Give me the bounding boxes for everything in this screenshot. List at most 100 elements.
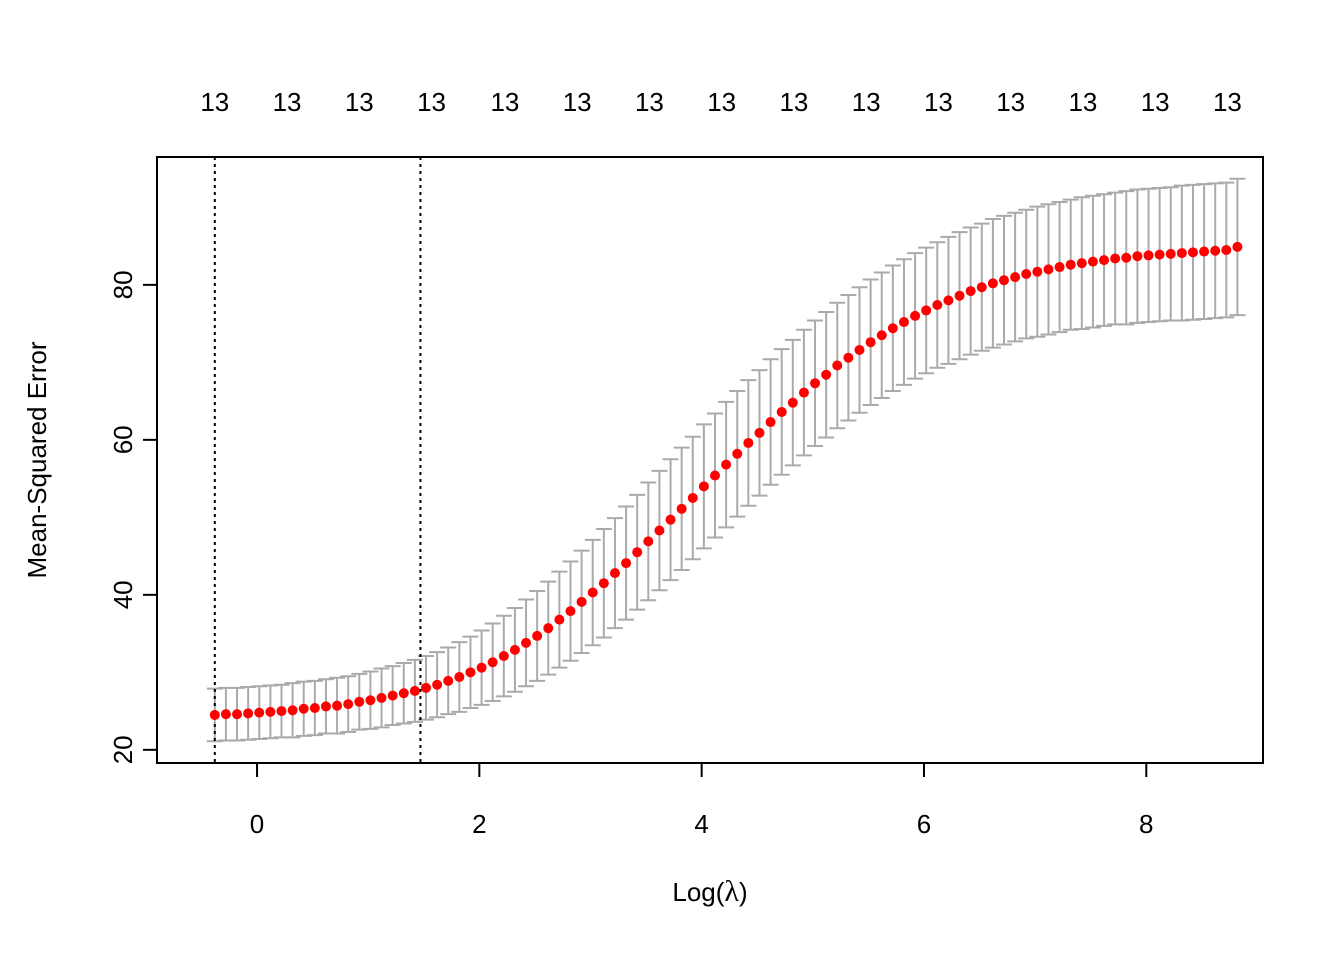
data-point [209,709,220,720]
top-axis-label: 13 [563,87,592,117]
data-point [1165,248,1176,259]
y-axis: 20 40 60 80 [108,270,158,764]
data-point [698,481,709,492]
data-point [1176,248,1187,259]
data-point [598,578,609,589]
data-point [398,688,409,699]
data-point [387,690,398,701]
data-point [420,682,431,693]
x-tick-label: 8 [1139,809,1153,839]
data-point [465,667,476,678]
top-axis-label: 13 [996,87,1025,117]
lambda-symbol: λ [724,875,739,908]
top-axis-label: 13 [779,87,808,117]
top-axis-label: 13 [200,87,229,117]
data-point [765,417,776,428]
data-point [498,651,509,662]
data-point [309,702,320,713]
data-point [487,657,498,668]
data-point [632,547,643,558]
data-point [665,514,676,525]
reference-lines [213,157,422,763]
data-point [1187,247,1198,258]
data-point [298,703,309,714]
data-point [876,330,887,341]
y-tick-label: 60 [108,425,138,454]
data-point [776,406,787,417]
data-point [954,290,965,301]
data-points [209,241,1243,720]
data-point [999,275,1010,286]
data-point [1210,245,1221,256]
data-point [710,470,721,481]
data-point [898,317,909,328]
data-point [943,295,954,306]
data-point [1065,259,1076,270]
data-point [509,644,520,655]
data-point [1087,256,1098,267]
data-point [1054,262,1065,273]
data-point [743,437,754,448]
data-point [787,397,798,408]
data-point [354,696,365,707]
data-point [821,369,832,380]
data-point [843,352,854,363]
data-point [254,707,265,718]
data-point [543,623,554,634]
data-point [376,692,387,703]
data-point [865,337,876,348]
data-point [587,587,598,598]
data-point [521,637,532,648]
x-tick-label: 6 [917,809,931,839]
data-point [854,344,865,355]
data-point [443,675,454,686]
data-point [365,695,376,706]
data-point [320,701,331,712]
data-point [754,427,765,438]
data-point [243,708,254,719]
data-point [476,662,487,673]
data-point [1154,249,1165,260]
data-point [976,282,987,293]
data-point [287,705,298,716]
data-point [910,310,921,321]
data-point [432,679,443,690]
top-axis-label: 13 [635,87,664,117]
data-point [565,606,576,617]
top-axis-label: 13 [490,87,519,117]
data-point [687,492,698,503]
top-axis-counts: 13 13 13 13 13 13 13 13 13 13 13 13 13 13 13 [200,87,1242,117]
data-point [1221,244,1232,255]
data-point [721,459,732,470]
data-point [554,614,565,625]
data-point [798,387,809,398]
x-tick-label: 4 [694,809,708,839]
data-point [1232,241,1243,252]
data-point [643,536,654,547]
data-point [409,685,420,696]
data-point [1110,253,1121,264]
data-point [1132,251,1143,262]
data-point [965,286,976,297]
data-point [1032,266,1043,277]
data-point [1076,258,1087,269]
x-axis-label-prefix: Log( [672,877,724,907]
top-axis-label: 13 [1141,87,1170,117]
data-point [454,671,465,682]
data-point [987,278,998,289]
data-point [1021,269,1032,280]
data-point [265,706,276,717]
data-point [343,699,354,710]
top-axis-label: 13 [707,87,736,117]
data-point [654,525,665,536]
data-point [232,709,243,720]
y-axis-label: Mean-Squared Error [22,341,52,578]
data-point [676,503,687,514]
data-point [810,378,821,389]
data-point [332,700,343,711]
x-tick-label: 0 [250,809,264,839]
data-point [220,709,231,720]
top-axis-label: 13 [273,87,302,117]
x-tick-label: 2 [472,809,486,839]
